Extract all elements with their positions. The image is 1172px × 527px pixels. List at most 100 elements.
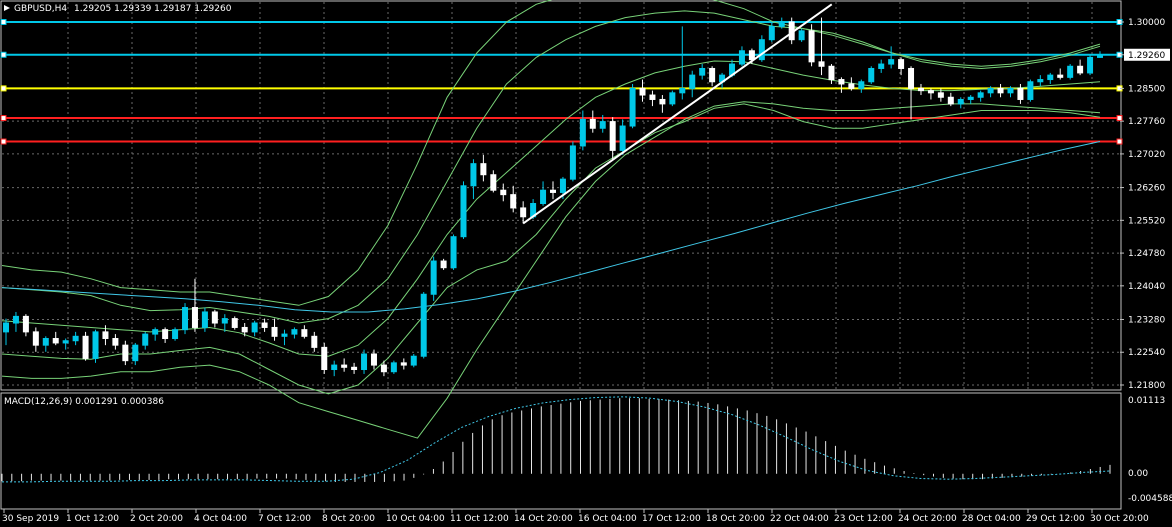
- candle-body: [798, 30, 805, 41]
- candle-body: [589, 118, 596, 129]
- candle-body: [22, 315, 29, 333]
- current-price-value: 1.29260: [1128, 51, 1165, 61]
- candle-body: [908, 67, 915, 89]
- price-tick-label: 1.24040: [1128, 282, 1165, 292]
- price-axis: 1.30000 1.29260 1.28500 1.27760 1.27020 1.262…: [1120, 18, 1170, 391]
- price-tick-label: 1.27020: [1128, 150, 1165, 160]
- time-tick-label: 8 Oct 20:00: [322, 514, 375, 524]
- candle-body: [1097, 54, 1103, 58]
- level-handle: [0, 115, 7, 122]
- candle-body: [808, 30, 815, 63]
- candle-body: [42, 338, 49, 346]
- time-tick-label: 10 Oct 04:00: [386, 514, 445, 524]
- level-handle: [1116, 115, 1123, 122]
- candle-body: [470, 163, 477, 187]
- level-handle: [1116, 138, 1123, 145]
- candle-body: [540, 189, 547, 205]
- candle-body: [898, 59, 905, 69]
- collapse-triangle-icon[interactable]: [4, 5, 10, 11]
- candle-body: [748, 50, 755, 61]
- time-tick-label: 2 Oct 20:00: [130, 514, 183, 524]
- candle-body: [152, 329, 159, 335]
- candle-body: [281, 333, 288, 337]
- candle-body: [550, 189, 556, 193]
- time-tick-label: 11 Oct 12:00: [450, 514, 509, 524]
- candle-body: [52, 338, 59, 344]
- candle-body: [1067, 65, 1074, 78]
- candle-body: [82, 335, 89, 359]
- candle-body: [1027, 81, 1034, 100]
- candle-body: [669, 92, 676, 105]
- candle-body: [868, 67, 875, 83]
- macd-scale-top: 0.01113: [1128, 396, 1165, 406]
- candle-body: [430, 260, 437, 295]
- candle-body: [351, 366, 358, 371]
- candle-body: [818, 61, 825, 67]
- candle-body: [361, 353, 368, 371]
- candle-body: [1057, 74, 1064, 78]
- trendline[interactable]: [522, 3, 833, 225]
- candle-body: [92, 331, 99, 359]
- candle-body: [3, 322, 9, 333]
- bollinger-outer-upper-line: [1, 0, 1101, 306]
- candle-body: [440, 260, 447, 269]
- macd-signal-polyline: [2, 396, 1111, 483]
- time-tick-label: 17 Oct 12:00: [642, 514, 701, 524]
- bollinger-outer-lower-line: [1, 101, 1101, 439]
- candle-body: [738, 50, 745, 65]
- candle-body: [1047, 74, 1054, 81]
- candle-body: [261, 322, 268, 328]
- candle-body: [957, 98, 964, 105]
- candle-body: [510, 194, 517, 209]
- time-tick-label: 1 Oct 12:00: [66, 514, 119, 524]
- candle-body: [520, 207, 527, 218]
- candle-body: [32, 331, 39, 346]
- candle-body: [450, 236, 457, 269]
- time-tick-label: 16 Oct 04:00: [578, 514, 637, 524]
- macd-scale-zero: 0.00: [1128, 469, 1148, 479]
- candle-body: [1087, 56, 1094, 74]
- level-handle: [0, 19, 7, 25]
- time-tick-label: 30 Oct 20:00: [1090, 514, 1149, 524]
- candle-body: [1077, 65, 1084, 74]
- macd-signal-line: [2, 396, 1111, 483]
- candle-body: [72, 335, 79, 342]
- price-tick-label: 1.26260: [1128, 184, 1165, 194]
- candle-body: [828, 65, 835, 81]
- symbol-header: GBPUSD,H4 1.29205 1.29339 1.29187 1.2926…: [4, 4, 232, 14]
- time-tick-label: 18 Oct 20:00: [706, 514, 765, 524]
- candle-body: [579, 118, 586, 147]
- trendline-segment: [522, 3, 833, 225]
- candle-body: [311, 335, 318, 348]
- candle-body: [987, 87, 994, 94]
- candle-body: [241, 326, 248, 333]
- main-chart-frame: [0, 0, 1122, 391]
- price-tick-label: 1.30000: [1128, 18, 1165, 28]
- candle-body: [977, 92, 984, 98]
- candle-body: [12, 315, 19, 324]
- candle-body: [301, 329, 308, 337]
- candle-body: [271, 326, 278, 337]
- time-tick-label: 23 Oct 12:00: [834, 514, 893, 524]
- candle-body: [559, 178, 566, 193]
- current-price-tag: [1124, 48, 1170, 61]
- candle-body: [659, 98, 666, 105]
- time-tick-label: 7 Oct 12:00: [258, 514, 311, 524]
- bollinger-lower-line: [1, 103, 1101, 395]
- time-tick-label: 4 Oct 04:00: [194, 514, 247, 524]
- candle-body: [878, 63, 885, 69]
- candle-body: [291, 329, 298, 335]
- level-handle: [0, 85, 7, 92]
- candle-body: [191, 307, 198, 328]
- price-tick-label: 1.21800: [1128, 381, 1165, 391]
- candle-body: [221, 318, 228, 324]
- horizontal-levels[interactable]: [0, 19, 1123, 145]
- price-tick-label: 1.27760: [1128, 117, 1165, 127]
- symbol-label: GBPUSD,H4: [14, 4, 67, 14]
- candle-body: [142, 333, 149, 346]
- ohlc-values: 1.29205 1.29339 1.29187 1.29260: [74, 4, 232, 14]
- candle-body: [569, 145, 576, 180]
- candle-body: [639, 87, 646, 96]
